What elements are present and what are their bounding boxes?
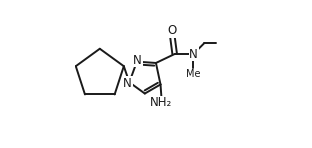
Text: N: N	[189, 48, 198, 61]
Text: N: N	[133, 54, 142, 67]
Text: O: O	[168, 24, 177, 37]
Text: Me: Me	[187, 69, 201, 79]
Text: NH₂: NH₂	[150, 96, 173, 109]
Text: N: N	[123, 77, 132, 90]
